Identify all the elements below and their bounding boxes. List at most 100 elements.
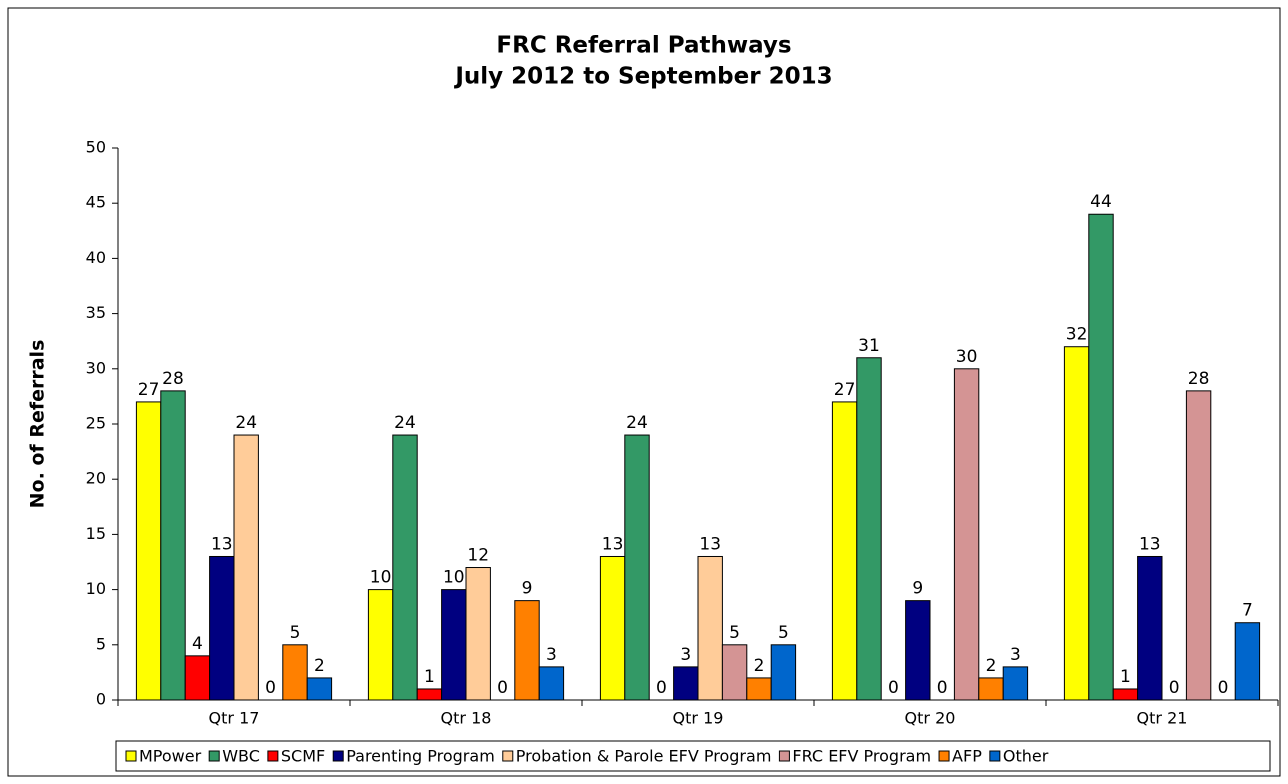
legend-swatch [125,750,137,762]
y-tick-label: 0 [96,690,106,709]
bar [1112,688,1139,701]
data-label: 10 [443,568,465,588]
bar [697,555,723,701]
data-label: 13 [602,534,624,554]
legend-box [115,740,1271,772]
data-label: 12 [467,546,489,566]
data-label: 9 [522,579,533,599]
legend-label: MPower [139,747,202,766]
bar [233,434,259,701]
y-tick-label: 25 [86,414,106,433]
y-tick-label: 30 [86,358,106,377]
x-tick-label: Qtr 20 [905,709,956,728]
data-label: 5 [290,623,301,643]
legend-swatch [989,750,1001,762]
data-label: 2 [314,656,325,676]
data-label: 0 [497,678,508,698]
bar [135,401,162,701]
data-label: 2 [754,656,765,676]
data-label: 0 [1218,678,1229,698]
legend-swatch [267,750,279,762]
data-label: 3 [680,645,691,665]
data-label: 1 [424,667,435,687]
data-label: 31 [858,336,880,356]
data-label: 1 [1120,667,1131,687]
data-label: 24 [626,413,648,433]
data-label: 0 [656,678,667,698]
data-label: 3 [1010,645,1021,665]
data-label: 10 [370,568,392,588]
bar [392,434,418,701]
data-label: 27 [834,380,856,400]
bar [184,655,211,701]
data-label: 32 [1066,325,1088,345]
x-tick-label: Qtr 19 [673,709,724,728]
data-label: 9 [912,579,923,599]
bar [746,677,772,701]
data-label: 44 [1090,192,1112,212]
y-axis-label: No. of Referrals [27,340,49,509]
chart-title: FRC Referral Pathways [496,33,791,59]
bar [1234,622,1261,701]
legend-label: FRC EFV Program [792,747,931,766]
bar [978,677,1004,701]
data-label: 24 [235,413,257,433]
y-tick-label: 20 [86,469,106,488]
bar [367,589,394,701]
legend-label: Other [1003,747,1049,766]
y-tick-label: 45 [86,193,106,212]
data-label: 5 [729,623,740,643]
data-label: 13 [699,534,721,554]
bar [1063,346,1090,701]
bar [209,555,235,701]
data-label: 13 [1139,534,1161,554]
bar [160,390,186,701]
legend-label: Probation & Parole EFV Program [516,747,772,766]
data-label: 28 [162,369,184,389]
legend-label: SCMF [281,747,325,766]
bar [465,567,491,701]
y-tick-label: 50 [86,138,106,157]
y-tick-label: 15 [86,524,106,543]
x-tick-label: Qtr 17 [209,709,260,728]
bar [953,368,980,701]
bar [441,589,467,701]
data-label: 13 [211,534,233,554]
legend-swatch [332,750,344,762]
data-label: 0 [937,678,948,698]
legend-label: AFP [952,747,982,766]
data-label: 3 [546,645,557,665]
x-tick-label: Qtr 18 [441,709,492,728]
bar [599,555,626,701]
legend-label: Parenting Program [346,747,495,766]
legend-swatch [502,750,514,762]
legend-swatch [938,750,950,762]
bar [905,600,931,701]
data-label: 4 [192,634,203,654]
data-label: 0 [1169,678,1180,698]
y-tick-label: 5 [96,634,106,653]
bar [770,644,797,701]
bar [721,644,748,701]
bar [856,357,882,701]
bar [1137,555,1163,701]
chart-subtitle: July 2012 to September 2013 [453,64,832,90]
data-label: 27 [138,380,160,400]
data-label: 0 [888,678,899,698]
legend-swatch [208,750,220,762]
bar [416,688,443,701]
bar [1088,213,1114,701]
bar [673,666,699,701]
data-label: 0 [265,678,276,698]
data-label: 24 [394,413,416,433]
data-label: 28 [1188,369,1210,389]
data-label: 30 [956,347,978,367]
bar [306,677,333,701]
data-label: 2 [986,656,997,676]
legend-swatch [778,750,790,762]
x-tick-label: Qtr 21 [1137,709,1188,728]
bar [282,644,308,701]
bar [538,666,565,701]
y-tick-label: 40 [86,248,106,267]
